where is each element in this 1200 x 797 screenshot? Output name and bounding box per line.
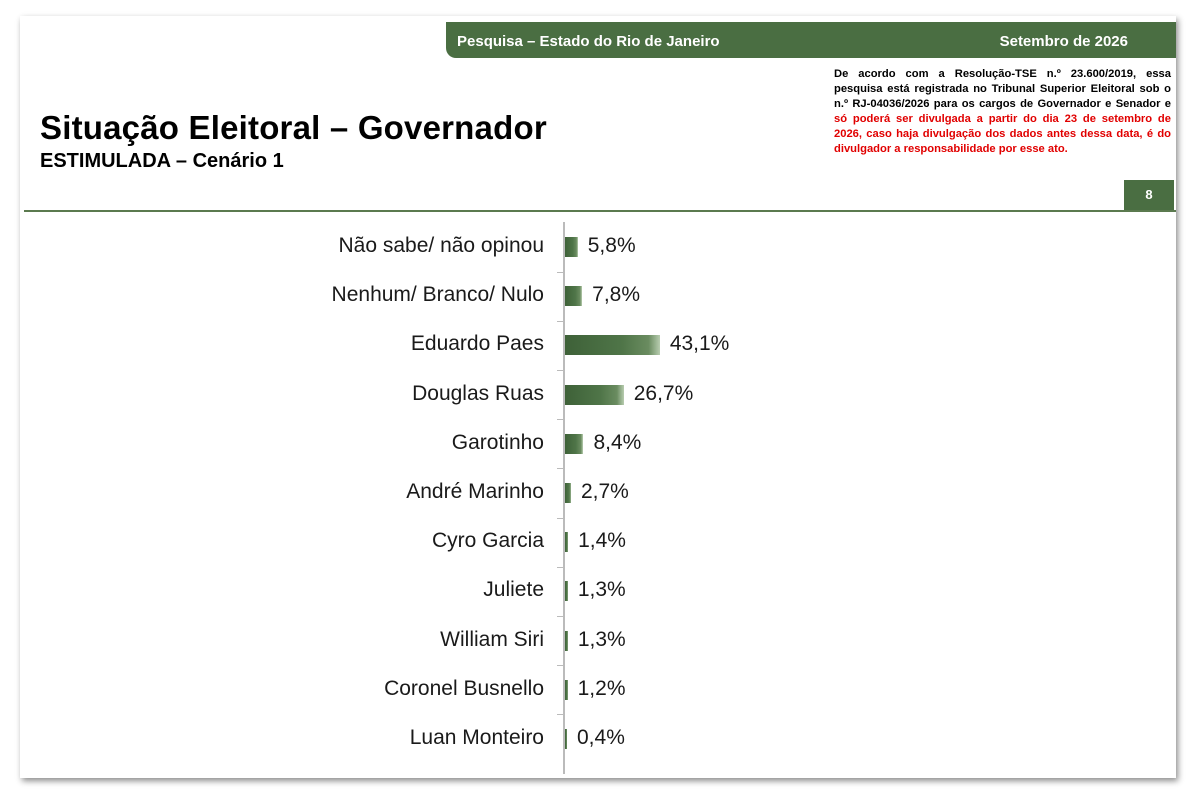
value-label: 1,4% [578,529,626,553]
survey-date: Setembro de 2026 [999,33,1128,50]
category-label: Nenhum/ Branco/ Nulo [331,283,544,307]
value-label: 2,7% [580,480,629,503]
value-label: 1,3% [577,627,626,651]
axis-tick [557,714,564,716]
legal-notice-text: De acordo com a Resolução-TSE n.º 23.600… [834,68,1171,110]
value-label: 7,8% [592,283,641,307]
axis-tick [557,320,564,322]
bar [565,679,568,700]
axis-tick [557,566,564,568]
axis-tick [557,271,564,273]
legal-notice: De acordo com a Resolução-TSE n.º 23.600… [834,67,1171,157]
axis-tick [557,419,564,421]
chart-title: Situação Eleitoral – Governador [40,109,547,146]
category-label: Cyro Garcia [431,529,544,553]
category-label: Garotinho [451,430,544,454]
axis-tick [557,468,564,470]
slide: Pesquisa – Estado do Rio de Janeiro Sete… [20,16,1176,778]
y-axis [563,222,565,774]
bar [565,630,568,651]
axis-tick [557,616,564,617]
value-label: 1,3% [577,578,626,602]
bar [565,335,660,356]
category-label: Juliete [483,578,544,602]
axis-tick [557,665,564,667]
axis-tick [557,517,564,519]
axis-tick [557,370,564,371]
value-label: 43,1% [669,332,730,356]
category-label: Luan Monteiro [409,726,544,749]
bar [565,286,583,307]
category-label: Douglas Ruas [412,381,544,405]
value-label: 0,4% [577,726,625,749]
header-bar: Pesquisa – Estado do Rio de Janeiro Sete… [446,22,1176,58]
bar [565,532,569,553]
value-label: 26,7% [633,381,694,405]
chart-subtitle: ESTIMULADA – Cenário 1 [40,150,284,172]
bar [565,433,584,454]
value-label: 5,8% [587,234,636,257]
page-number: 8 [1124,180,1174,210]
category-label: Não sabe/ não opinou [338,234,545,257]
category-label: Eduardo Paes [410,332,544,356]
bar [565,729,567,749]
bar [565,483,571,503]
value-label: 8,4% [593,430,642,454]
category-label: André Marinho [406,480,544,503]
category-label: Coronel Busnello [384,676,544,700]
header-divider [24,210,1176,212]
survey-title: Pesquisa – Estado do Rio de Janeiro [457,33,720,50]
bar [565,384,624,405]
bar [565,237,578,257]
legal-notice-warning: só poderá ser divulgada a partir do dia … [834,113,1171,155]
category-label: William Siri [440,627,544,651]
value-label: 1,2% [577,676,626,700]
bar [565,581,568,602]
